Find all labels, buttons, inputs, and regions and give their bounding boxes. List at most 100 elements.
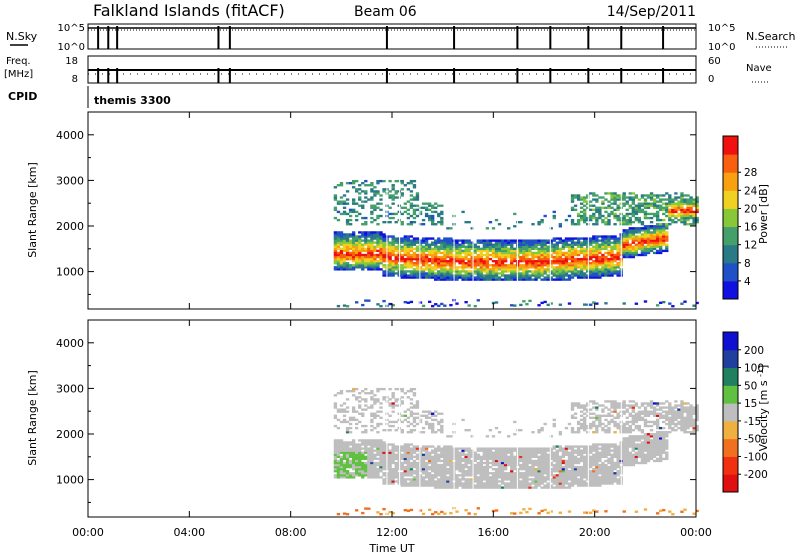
power-cell xyxy=(601,272,605,275)
velocity-cell xyxy=(625,408,629,411)
velocity-cell xyxy=(482,451,487,454)
velocity-cell xyxy=(388,470,392,473)
velocity-cell xyxy=(418,418,423,422)
velocity-cell xyxy=(421,431,426,434)
velocity-cell xyxy=(561,486,566,489)
power-cell xyxy=(634,247,639,251)
power-cell xyxy=(640,196,645,199)
velocity-cell xyxy=(497,431,502,434)
velocity-cell xyxy=(412,455,417,459)
power-cell xyxy=(345,253,350,257)
velocity-cell xyxy=(616,472,620,475)
velocity-cell xyxy=(431,418,435,422)
velocity-cell xyxy=(355,447,359,450)
power-cell xyxy=(564,257,569,261)
velocity-cell xyxy=(406,445,411,448)
velocity-cell xyxy=(583,470,587,473)
velocity-cell xyxy=(400,484,404,487)
power-cell xyxy=(503,264,508,267)
velocity-cell xyxy=(437,420,441,424)
velocity-cell xyxy=(546,459,550,463)
power-cell xyxy=(497,247,502,251)
velocity-cell xyxy=(455,476,459,479)
velocity-cell xyxy=(446,467,450,471)
velocity-cell xyxy=(534,480,538,483)
velocity-cell xyxy=(412,412,417,415)
velocity-cell xyxy=(497,455,502,459)
velocity-cell xyxy=(558,459,563,463)
power-cell xyxy=(403,257,407,261)
power-cell xyxy=(391,194,395,197)
velocity-cell xyxy=(589,476,593,479)
velocity-cell xyxy=(595,457,599,461)
velocity-cell xyxy=(579,467,584,471)
velocity-cell xyxy=(388,482,392,485)
velocity-cell xyxy=(510,470,514,473)
power-cell xyxy=(394,241,398,244)
velocity-cell xyxy=(595,455,599,459)
power-cell xyxy=(622,198,626,201)
power-cell xyxy=(470,276,474,279)
velocity-cell xyxy=(449,470,453,473)
power-cell xyxy=(482,270,487,273)
power-cell xyxy=(662,300,666,304)
power-cell xyxy=(440,264,444,267)
velocity-cell xyxy=(440,426,444,430)
velocity-cell xyxy=(333,474,338,477)
velocity-cell xyxy=(406,424,411,428)
power-cell xyxy=(476,270,480,273)
velocity-cell xyxy=(604,465,608,469)
freq-tick-high: 18 xyxy=(65,56,78,67)
power-cell xyxy=(339,262,344,265)
velocity-cell xyxy=(461,463,465,467)
power-cell xyxy=(558,278,563,281)
velocity-cell xyxy=(342,474,347,477)
power-cell xyxy=(525,239,529,242)
power-cell xyxy=(470,243,474,246)
power-cell xyxy=(379,247,383,251)
power-cell xyxy=(567,214,572,218)
velocity-cell xyxy=(549,470,553,473)
power-cell xyxy=(519,268,523,271)
power-cell xyxy=(494,270,499,273)
power-cell xyxy=(646,251,651,255)
power-cell xyxy=(361,243,365,246)
power-cell xyxy=(443,272,447,275)
velocity-cell xyxy=(507,435,511,438)
power-cell xyxy=(631,251,635,255)
velocity-cell xyxy=(637,439,642,442)
power-cell xyxy=(686,216,690,220)
power-cell xyxy=(616,264,620,267)
power-cell xyxy=(491,278,496,281)
velocity-cell xyxy=(601,478,605,481)
velocity-cell xyxy=(333,455,338,459)
velocity-cell xyxy=(339,463,344,467)
power-cell xyxy=(500,243,505,246)
velocity-cell xyxy=(364,447,368,450)
power-cell xyxy=(665,239,669,242)
power-cell xyxy=(443,247,447,251)
power-cell xyxy=(431,276,435,279)
power-cell xyxy=(409,194,414,197)
power-cell xyxy=(361,200,365,203)
power-cell xyxy=(333,198,338,201)
power-cell xyxy=(336,239,341,242)
velocity-cell xyxy=(391,406,395,409)
velocity-cell xyxy=(549,474,553,477)
power-cell xyxy=(652,200,657,203)
velocity-cell xyxy=(370,398,374,401)
power-cell xyxy=(528,276,532,279)
power-cell xyxy=(391,266,395,269)
power-cell xyxy=(586,262,590,265)
velocity-cell xyxy=(592,445,596,448)
velocity-cell xyxy=(507,451,511,454)
power-cell xyxy=(589,241,593,244)
velocity-cell xyxy=(485,467,490,471)
velocity-cell xyxy=(376,467,380,471)
velocity-cell xyxy=(370,414,374,417)
power-cell xyxy=(534,243,538,246)
velocity-cell xyxy=(443,463,447,467)
power-cell xyxy=(589,243,593,246)
velocity-cell xyxy=(376,410,380,413)
velocity-cell xyxy=(412,424,417,428)
